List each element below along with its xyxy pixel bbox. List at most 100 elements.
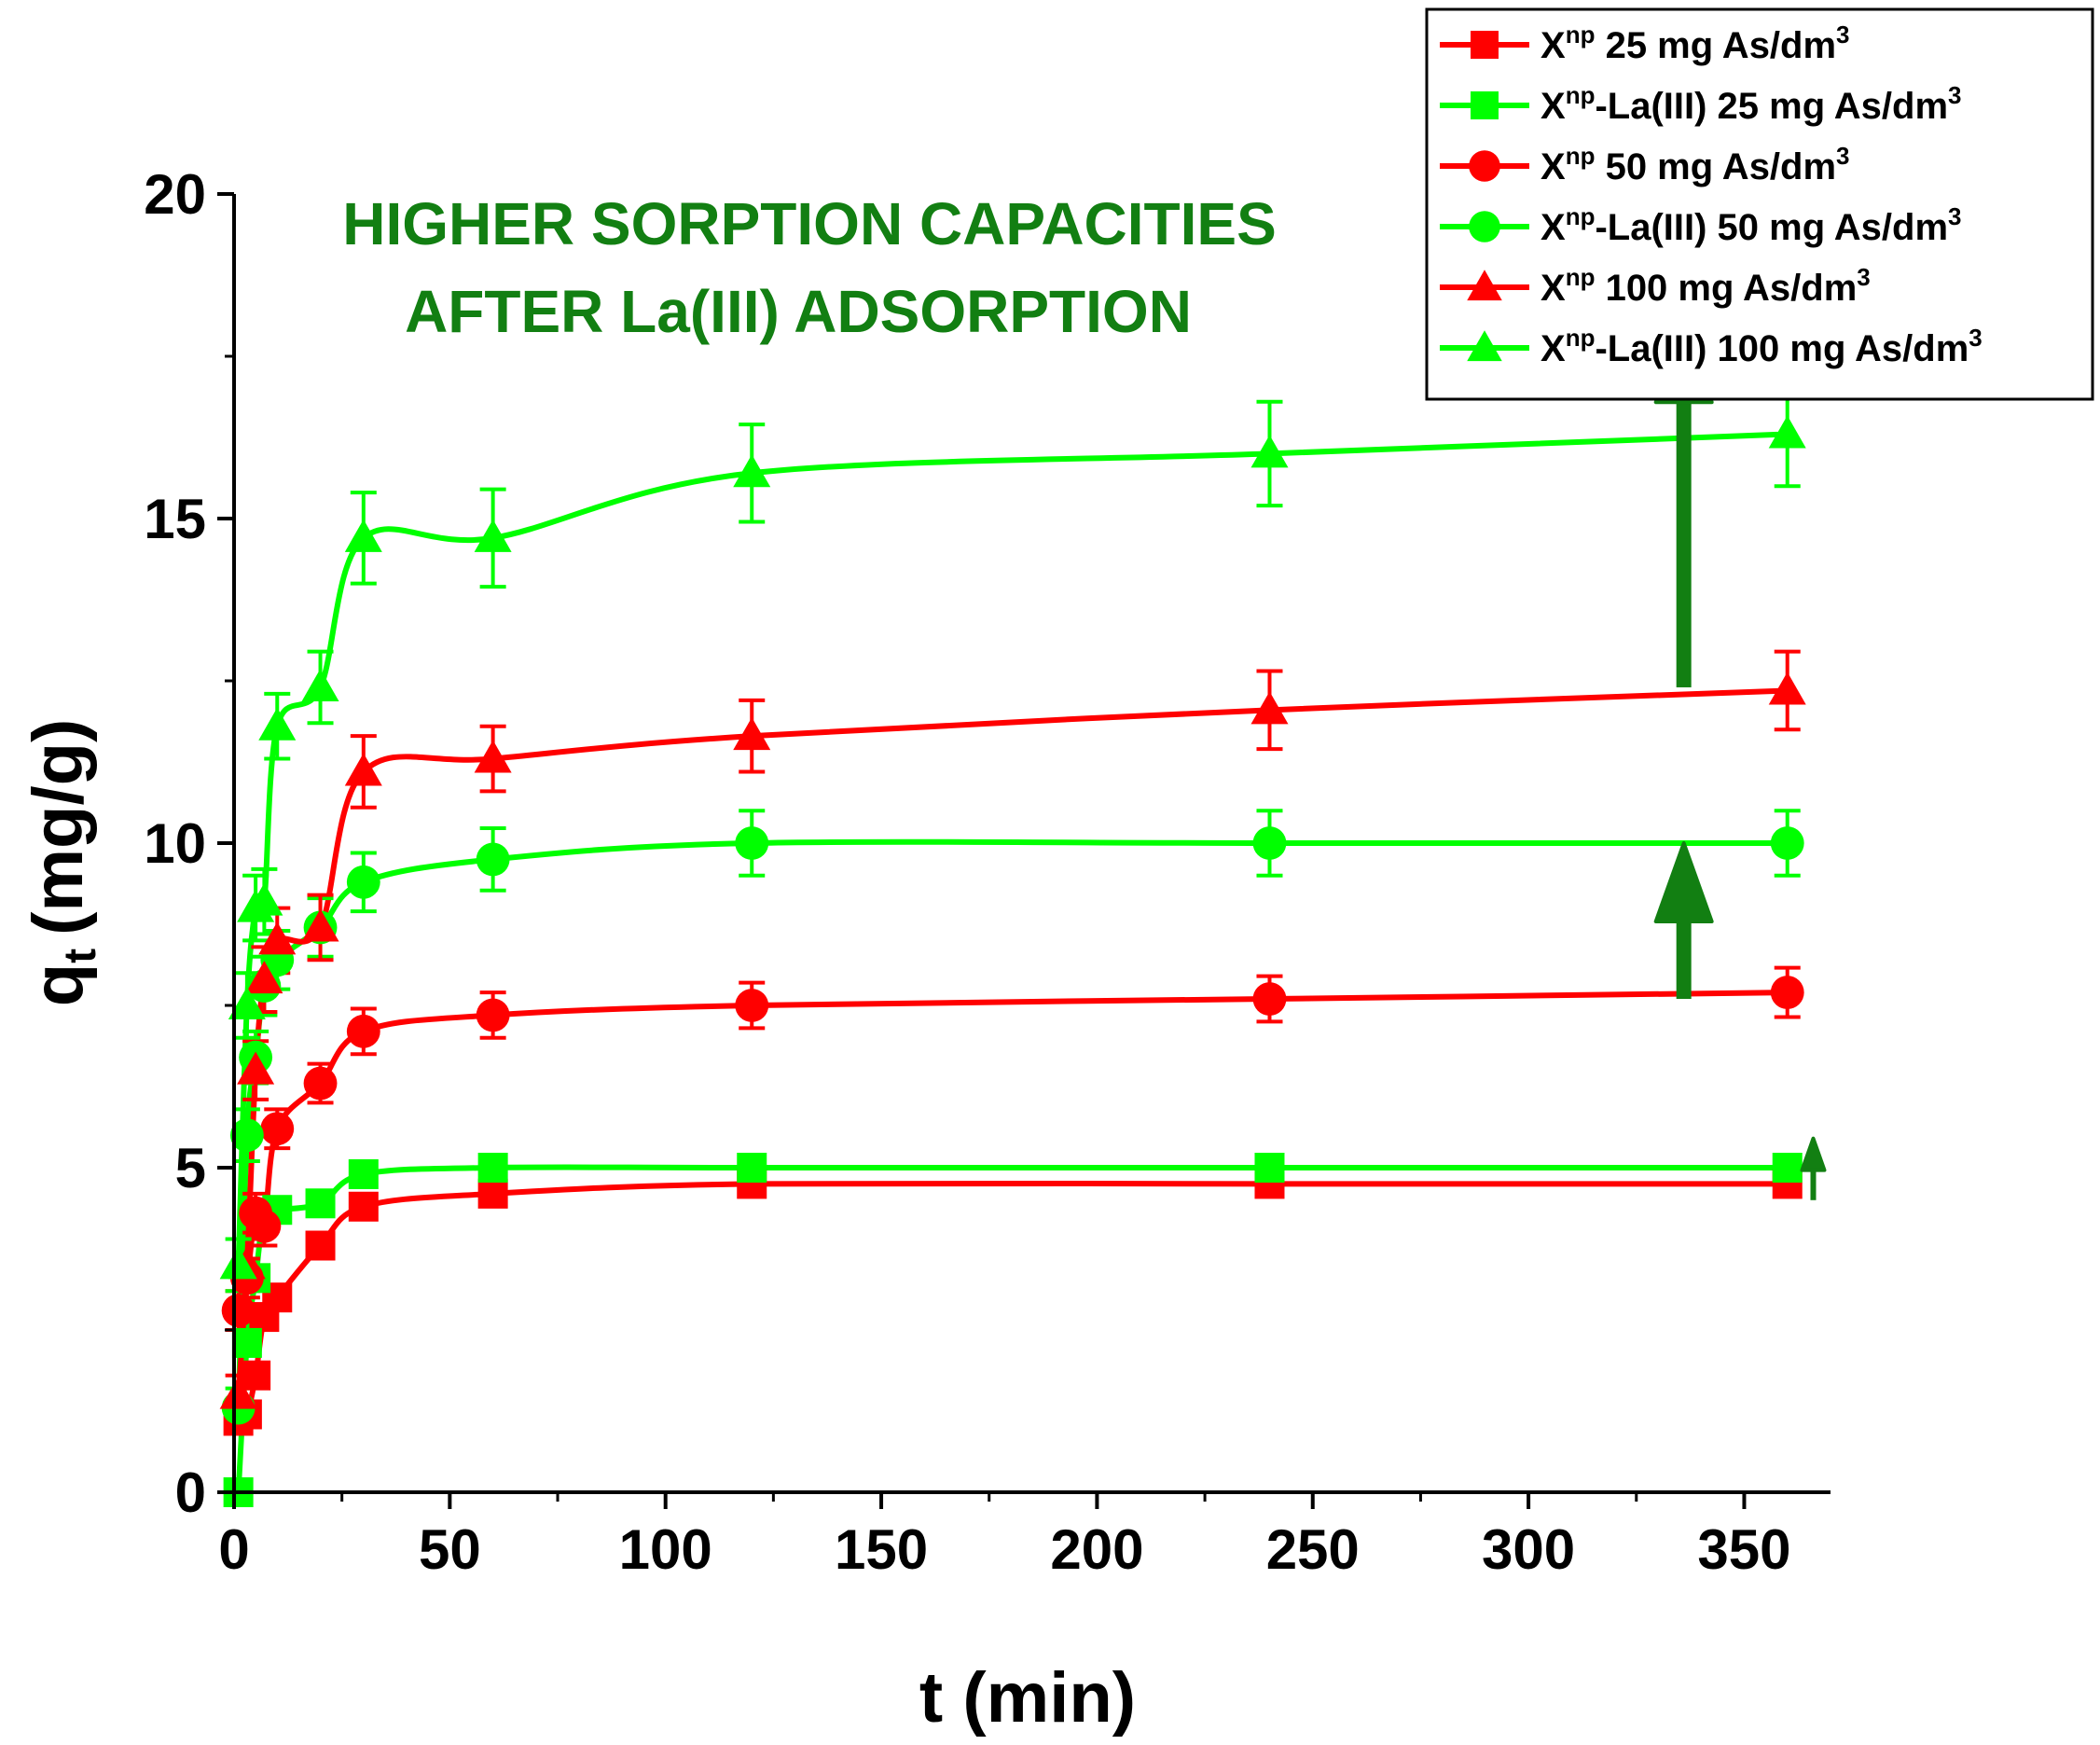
- data-point: [477, 1153, 508, 1183]
- arrow-shaft: [1676, 920, 1692, 1000]
- annotation: HIGHER SORPTION CAPACITIES AFTER La(III)…: [342, 190, 1277, 345]
- arrow-shaft: [1810, 1168, 1817, 1200]
- data-point: [735, 989, 769, 1022]
- data-point: [241, 1360, 271, 1391]
- data-point: [237, 1051, 275, 1085]
- data-point: [348, 1158, 379, 1189]
- data-point: [737, 1153, 767, 1183]
- y-axis-title-unit: (mg/g): [19, 719, 98, 935]
- increase-arrow-3: [1800, 1136, 1827, 1200]
- y-tick-label: 5: [175, 1137, 206, 1199]
- y-tick-label: 20: [144, 163, 206, 226]
- data-point: [221, 1294, 256, 1328]
- arrow-shaft: [1676, 400, 1692, 687]
- data-point: [1772, 1153, 1803, 1183]
- data-point: [229, 1118, 264, 1153]
- data-point: [1770, 826, 1804, 860]
- data-point: [219, 1246, 257, 1280]
- legend-label: Xnp-La(III) 25 mg As/dm3: [1540, 81, 1962, 127]
- series-line-1: [236, 1180, 1788, 1424]
- legend-marker: [1469, 150, 1500, 182]
- legend: Xnp 25 mg As/dm3 Xnp-La(III) 25 mg As/dm3…: [1425, 7, 2094, 401]
- legend-label: Xnp-La(III) 100 mg As/dm3: [1540, 324, 1983, 369]
- legend-marker: [1467, 270, 1502, 301]
- data-point: [301, 668, 339, 701]
- legend-label: Xnp 100 mg As/dm3: [1540, 263, 1871, 309]
- data-point: [477, 1178, 508, 1209]
- series-line-2: [235, 1164, 1788, 1493]
- data-point: [476, 842, 510, 877]
- data-point: [348, 1191, 379, 1222]
- x-tick-label: 50: [419, 1518, 481, 1581]
- arrow-head: [1653, 841, 1714, 923]
- y-axis-title-symbol: q: [19, 963, 98, 1006]
- data-point: [303, 1066, 338, 1101]
- data-point: [1250, 435, 1289, 468]
- x-tick-label: 200: [1050, 1518, 1143, 1581]
- y-axis-title-subscript: t: [56, 949, 105, 963]
- legend-frame: [1425, 7, 2094, 401]
- annotation-line-2: AFTER La(III) ADSORPTION: [405, 278, 1192, 345]
- data-point: [247, 1209, 282, 1243]
- y-axis-title: qt (mg/g): [19, 719, 105, 1007]
- legend-label: Xnp 50 mg As/dm3: [1540, 142, 1850, 187]
- data-point: [245, 961, 283, 994]
- data-markers: [219, 415, 1806, 1507]
- x-tick-label: 300: [1482, 1518, 1575, 1581]
- data-point: [245, 882, 283, 916]
- legend-marker: [1471, 31, 1499, 59]
- data-point: [228, 987, 266, 1019]
- data-point: [258, 921, 297, 955]
- data-point: [344, 519, 382, 552]
- legend-marker: [1469, 211, 1500, 242]
- legend-label: Xnp-La(III) 50 mg As/dm3: [1540, 202, 1962, 248]
- data-point: [735, 826, 769, 860]
- x-tick-label: 0: [218, 1518, 249, 1581]
- data-point: [346, 1014, 380, 1048]
- x-tick-label: 100: [619, 1518, 712, 1581]
- data-point: [1768, 672, 1806, 705]
- series-line-5: [235, 687, 1788, 1395]
- data-point: [260, 1112, 295, 1146]
- error-bars: [225, 380, 1801, 1501]
- increase-arrow-2: [1653, 841, 1714, 1000]
- data-point: [1252, 982, 1287, 1016]
- data-point: [474, 740, 512, 773]
- legend-label: Xnp 25 mg As/dm3: [1540, 21, 1850, 66]
- series-line-6: [235, 431, 1788, 1266]
- data-point: [1250, 691, 1289, 725]
- fitted-curves: [235, 431, 1788, 1493]
- data-point: [1252, 826, 1287, 860]
- data-point: [301, 908, 339, 942]
- increase-arrows: [1653, 322, 1827, 1200]
- plot-area: [219, 322, 1827, 1507]
- legend-item-2: Xnp-La(III) 25 mg As/dm3: [1440, 81, 1962, 127]
- x-tick-label: 250: [1266, 1518, 1360, 1581]
- data-point: [1254, 1153, 1285, 1183]
- data-point: [219, 1376, 257, 1409]
- axes: 0 50 100 150 200 250 300 350 0 5 10 15 20: [144, 163, 1831, 1581]
- series-line-4: [235, 838, 1788, 1408]
- data-point: [476, 998, 510, 1032]
- legend-item-3: Xnp 50 mg As/dm3: [1440, 142, 1850, 187]
- data-point: [305, 1188, 336, 1219]
- x-axis-title: t (min): [919, 1658, 1136, 1738]
- legend-item-6: Xnp-La(III) 100 mg As/dm3: [1440, 324, 1983, 369]
- data-point: [231, 1327, 262, 1358]
- series-line-3: [235, 990, 1788, 1311]
- data-point: [258, 707, 297, 741]
- legend-item-1: Xnp 25 mg As/dm3: [1440, 21, 1850, 66]
- arrow-head: [1800, 1136, 1827, 1172]
- y-axis-ticks: 0 5 10 15 20: [144, 163, 234, 1524]
- data-point: [1768, 415, 1806, 449]
- y-tick-label: 15: [144, 488, 206, 550]
- x-axis-ticks: 0 50 100 150 200 250 300 350: [218, 1492, 1791, 1581]
- data-point: [474, 519, 512, 552]
- data-point: [1770, 976, 1804, 1009]
- legend-marker: [1471, 91, 1499, 119]
- data-point: [344, 753, 382, 786]
- data-point: [305, 1230, 336, 1261]
- annotation-line-1: HIGHER SORPTION CAPACITIES: [342, 190, 1277, 257]
- y-tick-label: 10: [144, 812, 206, 875]
